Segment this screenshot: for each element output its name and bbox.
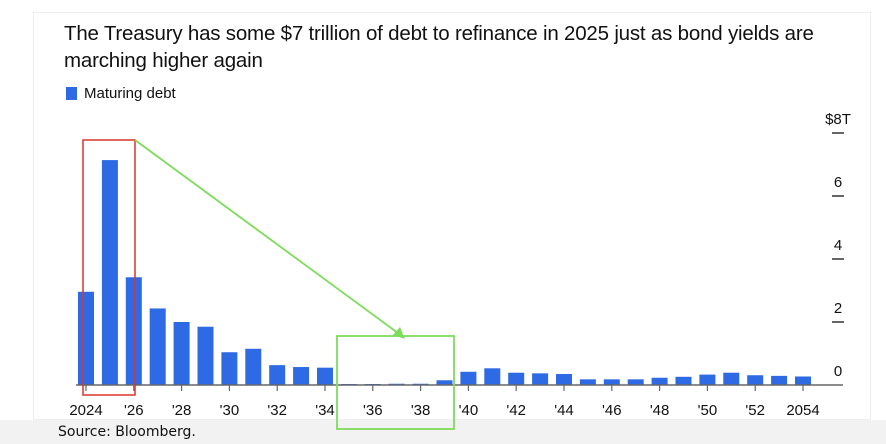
x-tick-label: '42	[506, 402, 526, 419]
arrow-head	[393, 327, 405, 339]
bar-2024	[78, 291, 94, 385]
bar-2050	[699, 374, 716, 385]
x-tick-label: '34	[315, 402, 335, 419]
bar-2028	[173, 322, 190, 385]
bar-2026	[125, 277, 142, 385]
bar-2029	[197, 326, 214, 385]
bar-2053	[771, 375, 788, 385]
x-tick-label: '46	[602, 402, 622, 419]
legend-swatch	[66, 87, 77, 100]
bar-2030	[221, 352, 238, 385]
x-tick-label: '28	[172, 402, 192, 419]
bar-2032	[269, 365, 286, 385]
y-tick-label: 2	[834, 300, 842, 317]
bar-2052	[747, 375, 764, 385]
bar-2054	[795, 376, 811, 385]
bar-2041	[484, 368, 501, 385]
bar-2039	[436, 380, 453, 385]
green-highlight-box	[336, 335, 455, 430]
y-tick-label: 6	[834, 174, 842, 191]
x-tick-label: 2054	[786, 402, 819, 419]
chart-card	[33, 12, 871, 420]
bar-2045	[579, 379, 596, 385]
bar-2034	[317, 367, 333, 385]
bar-2044	[556, 373, 572, 385]
x-tick-label: 2024	[69, 402, 102, 419]
x-tick-label: '50	[698, 402, 718, 419]
bar-2027	[149, 308, 166, 385]
bar-2040	[460, 371, 477, 385]
bar-2025	[101, 160, 118, 385]
red-highlight-box	[82, 139, 136, 396]
bar-2031	[245, 348, 262, 385]
bar-2043	[532, 373, 549, 385]
x-tick-label: '48	[650, 402, 670, 419]
x-tick-label: '38	[411, 402, 431, 419]
bar-2047	[627, 379, 644, 385]
x-tick-label: '30	[220, 402, 240, 419]
bar-2033	[293, 367, 310, 385]
bar-2049	[675, 376, 692, 385]
x-tick-label: '32	[267, 402, 287, 419]
y-tick-label: 0	[834, 363, 842, 380]
source-note: Source: Bloomberg.	[58, 424, 196, 440]
bar-2046	[603, 379, 620, 385]
bar-2042	[508, 372, 525, 385]
footer-band	[0, 420, 886, 444]
legend: Maturing debt	[66, 85, 176, 102]
x-tick-label: '40	[459, 402, 479, 419]
x-tick-label: '52	[745, 402, 765, 419]
x-tick-label: '26	[124, 402, 144, 419]
y-tick-label: $8T	[825, 111, 851, 128]
chart-title: The Treasury has some $7 trillion of deb…	[64, 22, 814, 72]
arrow-line	[134, 139, 403, 337]
bar-2051	[723, 372, 740, 385]
legend-label: Maturing debt	[84, 85, 176, 102]
bar-2048	[651, 377, 668, 385]
x-tick-label: '36	[363, 402, 383, 419]
x-tick-label: '44	[554, 402, 574, 419]
y-tick-label: 4	[834, 237, 842, 254]
